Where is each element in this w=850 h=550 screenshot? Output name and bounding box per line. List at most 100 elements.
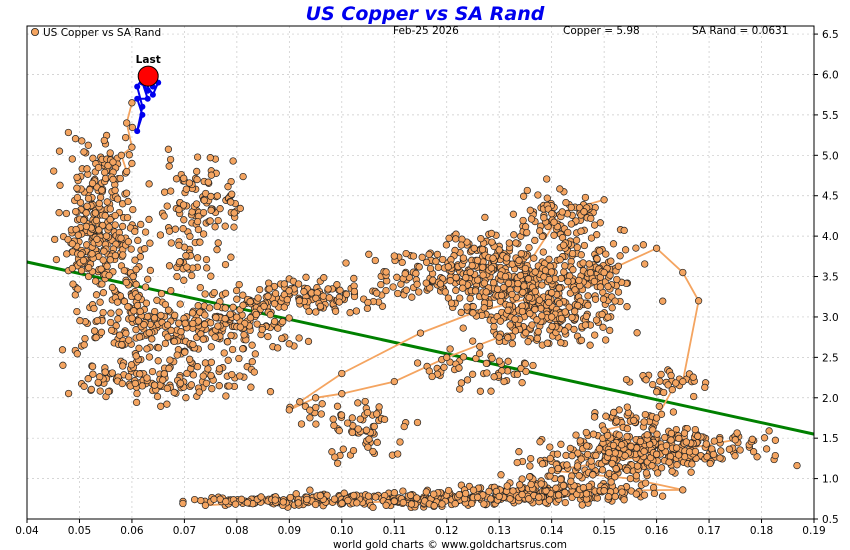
data-point — [103, 198, 111, 206]
data-point — [212, 313, 220, 322]
data-point — [520, 282, 528, 290]
data-point — [661, 433, 669, 442]
data-point — [565, 303, 573, 311]
data-point — [167, 239, 175, 247]
data-point — [227, 253, 235, 261]
data-point — [330, 495, 339, 503]
data-point — [129, 205, 137, 214]
data-point — [573, 462, 582, 470]
data-point — [570, 325, 578, 334]
data-point — [620, 226, 628, 235]
data-point — [134, 293, 142, 301]
data-point — [216, 205, 224, 213]
data-point — [688, 460, 696, 468]
data-point — [509, 487, 517, 495]
data-point — [177, 328, 185, 336]
data-point — [73, 350, 81, 358]
data-point — [457, 308, 465, 317]
data-point — [577, 227, 585, 235]
data-point — [134, 317, 143, 325]
data-point — [475, 349, 484, 358]
data-point — [602, 412, 610, 420]
data-point — [373, 438, 381, 447]
data-point — [353, 499, 361, 507]
data-point — [513, 370, 522, 379]
data-point — [660, 388, 668, 397]
data-point — [406, 491, 415, 499]
data-point — [753, 453, 761, 461]
data-point — [88, 362, 97, 371]
data-point — [324, 285, 332, 293]
data-point — [119, 251, 127, 259]
data-point — [96, 387, 104, 395]
data-point — [164, 306, 173, 314]
data-point — [134, 236, 142, 245]
data-point — [337, 411, 346, 419]
data-point — [333, 281, 341, 289]
data-point — [85, 263, 93, 272]
data-point — [285, 314, 293, 322]
data-point — [285, 406, 293, 414]
data-point — [128, 159, 136, 168]
data-point — [124, 303, 132, 311]
data-point — [132, 326, 140, 334]
data-point — [623, 466, 631, 474]
data-point — [106, 205, 114, 213]
data-point — [201, 501, 210, 509]
data-point — [508, 340, 517, 348]
data-point — [146, 266, 155, 275]
data-point — [117, 234, 125, 242]
data-point — [497, 291, 506, 300]
data-point — [193, 175, 201, 184]
data-point — [401, 270, 409, 278]
data-point — [633, 329, 641, 337]
data-point — [649, 380, 657, 389]
data-point — [603, 431, 612, 440]
data-point — [457, 379, 466, 387]
data-point — [257, 493, 265, 501]
data-point — [264, 332, 272, 341]
data-point — [516, 271, 525, 280]
data-point — [239, 291, 247, 299]
data-point — [400, 422, 408, 431]
data-point — [538, 460, 547, 468]
data-point — [462, 273, 470, 282]
data-point — [207, 192, 215, 201]
data-point — [648, 462, 656, 470]
data-point — [132, 352, 140, 360]
data-point — [413, 280, 421, 288]
data-point — [236, 323, 244, 331]
data-point — [587, 457, 595, 465]
data-point — [115, 308, 123, 316]
data-point — [534, 328, 542, 336]
data-point — [224, 183, 232, 191]
data-point — [452, 273, 460, 282]
data-point — [331, 307, 340, 315]
data-point — [550, 218, 558, 226]
data-point — [130, 307, 138, 315]
data-point — [443, 353, 451, 362]
data-point — [500, 377, 508, 386]
data-point — [567, 477, 575, 485]
data-point — [256, 285, 264, 294]
data-point — [559, 481, 568, 490]
data-point — [402, 286, 410, 294]
data-point — [170, 337, 178, 346]
data-point — [609, 441, 618, 450]
data-point — [495, 333, 503, 341]
data-point — [136, 370, 144, 378]
data-point — [69, 280, 77, 288]
data-point — [531, 236, 539, 245]
data-point — [394, 450, 402, 458]
data-point — [188, 309, 197, 317]
data-point — [101, 368, 109, 376]
data-point — [151, 307, 159, 316]
data-point — [127, 361, 136, 369]
recent-point — [144, 95, 151, 102]
data-point — [591, 295, 600, 303]
data-point — [271, 289, 280, 298]
data-point — [84, 194, 93, 203]
data-point — [606, 326, 614, 335]
data-point — [652, 244, 661, 252]
data-point — [83, 202, 91, 210]
